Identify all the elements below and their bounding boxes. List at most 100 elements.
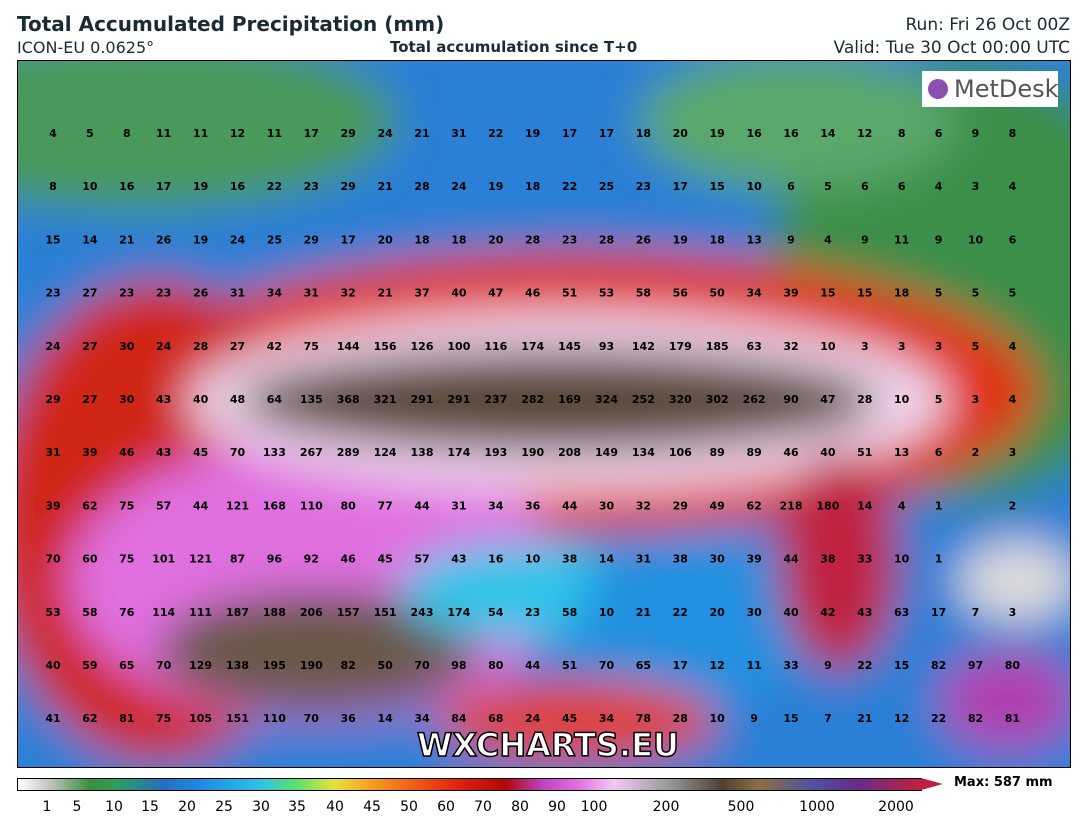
grid-value: 44: [783, 553, 799, 566]
grid-value: 22: [562, 180, 577, 193]
model: ICON-EU 0.0625°: [17, 38, 155, 57]
grid-value: 65: [636, 659, 651, 672]
grid-value: 30: [119, 393, 135, 406]
grid-value: 138: [411, 446, 434, 459]
grid-value: 185: [706, 340, 729, 353]
colorbar-tick: 50: [400, 799, 418, 815]
grid-value: 190: [521, 446, 544, 459]
grid-value: 70: [45, 553, 61, 566]
grid-value: 14: [377, 712, 393, 725]
grid-value: 7: [972, 606, 980, 619]
grid-value: 40: [820, 446, 836, 459]
colorbar-tick: 70: [474, 799, 492, 815]
grid-value: 62: [746, 499, 761, 512]
grid-value: 9: [972, 127, 980, 140]
grid-value: 10: [525, 553, 541, 566]
grid-value: 5: [972, 287, 980, 300]
grid-value: 179: [669, 340, 692, 353]
grid-value: 101: [152, 553, 175, 566]
colorbar-tick: 30: [252, 799, 270, 815]
grid-value: 27: [82, 340, 97, 353]
grid-value: 1: [935, 553, 943, 566]
grid-value: 28: [599, 233, 614, 246]
grid-value: 9: [787, 233, 795, 246]
grid-value: 41: [45, 712, 60, 725]
grid-value: 19: [710, 127, 725, 140]
grid-value: 180: [816, 499, 839, 512]
grid-value: 19: [525, 127, 540, 140]
grid-value: 56: [673, 287, 689, 300]
colorbar-tick: 90: [548, 799, 566, 815]
grid-value: 63: [746, 340, 761, 353]
grid-value: 121: [189, 553, 212, 566]
grid-value: 17: [156, 180, 171, 193]
grid-value: 22: [931, 712, 946, 725]
grid-value: 76: [119, 606, 135, 619]
colorbar: [17, 778, 922, 791]
grid-value: 31: [230, 287, 245, 300]
grid-value: 110: [300, 499, 323, 512]
grid-value: 21: [377, 287, 392, 300]
colorbar-tick: 500: [727, 799, 755, 815]
grid-value: 2: [1009, 499, 1017, 512]
grid-value: 27: [82, 287, 97, 300]
grid-value: 39: [783, 287, 798, 300]
grid-value: 50: [377, 659, 393, 672]
grid-value: 34: [267, 287, 283, 300]
grid-value: 8: [898, 127, 906, 140]
grid-value: 135: [300, 393, 323, 406]
grid-value: 3: [1009, 446, 1017, 459]
grid-value: 10: [82, 180, 98, 193]
grid-value: 51: [562, 659, 577, 672]
grid-value: 36: [341, 712, 357, 725]
max-label: Max: 587 mm: [954, 775, 1053, 790]
grid-value: 16: [488, 553, 504, 566]
grid-value: 34: [414, 712, 430, 725]
grid-value: 50: [710, 287, 726, 300]
grid-value: 31: [451, 127, 466, 140]
grid-value: 21: [377, 180, 392, 193]
grid-value: 9: [750, 712, 758, 725]
grid-value: 12: [894, 712, 909, 725]
grid-value: 75: [119, 499, 134, 512]
grid-value: 24: [525, 712, 541, 725]
grid-value: 129: [189, 659, 212, 672]
grid-value: 44: [525, 659, 541, 672]
grid-value: 14: [82, 233, 98, 246]
grid-value: 11: [156, 127, 171, 140]
grid-value: 16: [230, 180, 246, 193]
grid-value: 149: [595, 446, 618, 459]
grid-value: 82: [968, 712, 983, 725]
grid-value: 8: [49, 180, 57, 193]
grid-value: 14: [599, 553, 615, 566]
grid-value: 187: [226, 606, 249, 619]
grid-value: 82: [931, 659, 946, 672]
grid-value: 106: [669, 446, 692, 459]
grid-value: 302: [706, 393, 729, 406]
grid-value: 23: [304, 180, 319, 193]
grid-value: 6: [787, 180, 795, 193]
colorbar-tick: 10: [105, 799, 123, 815]
grid-value: 82: [341, 659, 356, 672]
grid-value: 252: [632, 393, 655, 406]
grid-value: 45: [377, 553, 392, 566]
grid-value: 218: [780, 499, 803, 512]
grid-value: 32: [636, 499, 651, 512]
grid-value: 282: [521, 393, 544, 406]
grid-value: 14: [857, 499, 873, 512]
grid-value: 151: [226, 712, 249, 725]
grid-value: 4: [898, 499, 906, 512]
grid-value: 174: [521, 340, 544, 353]
grid-value: 5: [1009, 287, 1017, 300]
grid-value: 6: [861, 180, 869, 193]
grid-value: 32: [783, 340, 798, 353]
grid-value: 4: [1009, 393, 1017, 406]
logo: MetDesk: [954, 75, 1059, 103]
grid-value: 39: [45, 499, 60, 512]
grid-value: 18: [525, 180, 540, 193]
grid-value: 38: [673, 553, 688, 566]
colorbar-tick: 45: [363, 799, 381, 815]
grid-value: 40: [193, 393, 209, 406]
grid-value: 18: [636, 127, 651, 140]
grid-value: 12: [710, 659, 725, 672]
